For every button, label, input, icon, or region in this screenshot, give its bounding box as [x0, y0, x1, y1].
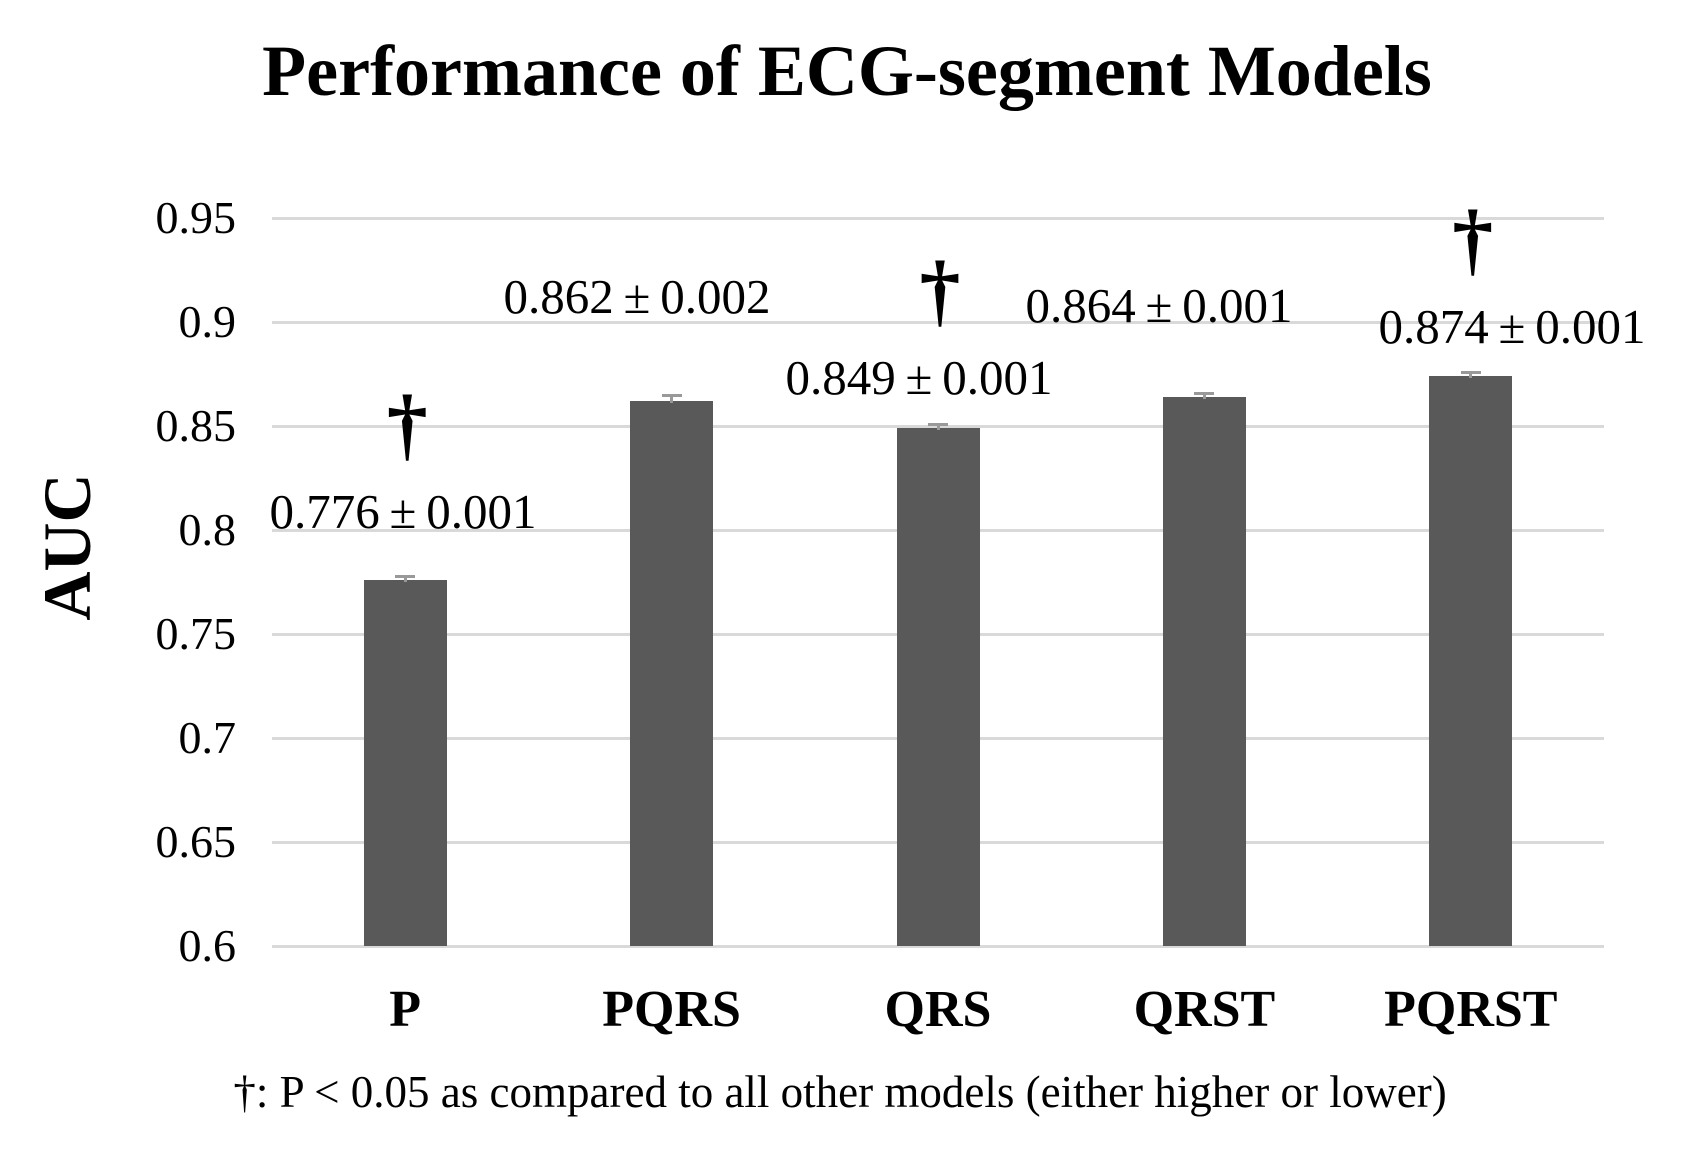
y-tick-label-0.75: 0.75	[155, 608, 237, 659]
significance-dagger-QRS: †	[919, 244, 961, 335]
significance-footnote: †: P < 0.05 as compared to all other mod…	[233, 1067, 1447, 1117]
x-tick-label-QRST: QRST	[1133, 981, 1276, 1038]
error-bar-cap-P	[395, 574, 416, 578]
value-label-PQRST: 0.874 ± 0.001	[1378, 299, 1646, 354]
bar-QRST	[1162, 396, 1246, 946]
error-bar-cap-PQRS	[661, 393, 682, 397]
error-bar-whisker-PQRST	[1469, 374, 1473, 379]
bar-P	[363, 579, 447, 946]
bar-PQRST	[1429, 376, 1513, 946]
gridline-0.6	[272, 945, 1604, 948]
x-tick-label-QRS: QRS	[884, 981, 992, 1038]
y-tick-label-0.95: 0.95	[155, 192, 237, 243]
significance-dagger-PQRST: †	[1452, 193, 1494, 284]
error-bar-whisker-PQRS	[670, 396, 674, 404]
value-label-QRST: 0.864 ± 0.001	[1025, 278, 1293, 333]
plot-area	[272, 217, 1604, 948]
error-bar-cap-QRST	[1194, 391, 1215, 395]
x-tick-label-P: P	[389, 981, 422, 1038]
value-label-PQRS: 0.862 ± 0.002	[503, 269, 771, 324]
y-tick-label-0.7: 0.7	[178, 712, 237, 763]
bar-PQRS	[630, 401, 714, 946]
x-tick-label-PQRST: PQRST	[1384, 981, 1558, 1038]
y-tick-label-0.9: 0.9	[178, 296, 237, 347]
error-bar-whisker-QRS	[936, 426, 940, 431]
gridline-0.9	[272, 321, 1604, 324]
gridline-0.95	[272, 217, 1604, 220]
y-tick-label-0.8: 0.8	[178, 504, 237, 555]
error-bar-cap-QRS	[928, 423, 948, 426]
error-bar-cap-PQRST	[1460, 371, 1481, 374]
y-tick-label-0.85: 0.85	[155, 400, 237, 451]
chart-title: Performance of ECG-segment Models	[262, 31, 1432, 111]
significance-dagger-P: †	[386, 378, 428, 469]
y-tick-label-0.65: 0.65	[155, 816, 237, 867]
x-tick-label-PQRS: PQRS	[602, 981, 741, 1038]
value-label-P: 0.776 ± 0.001	[269, 484, 537, 539]
y-tick-label-0.6: 0.6	[178, 920, 237, 971]
bar-QRS	[896, 428, 980, 946]
error-bar-whisker-P	[403, 577, 407, 582]
error-bar-whisker-QRST	[1202, 394, 1206, 399]
value-label-QRS: 0.849 ± 0.001	[785, 350, 1053, 405]
